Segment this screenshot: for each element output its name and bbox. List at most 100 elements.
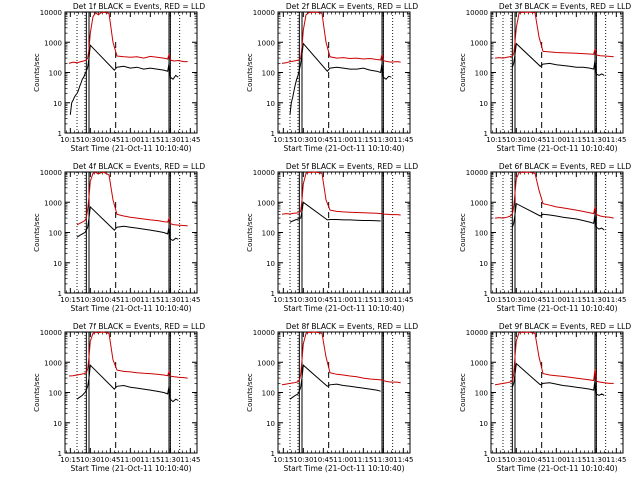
y-tick-label: 1	[58, 130, 62, 138]
y-tick-label: 100	[475, 390, 488, 398]
x-tick-label: 10:45	[526, 296, 546, 304]
x-tick-label: 10:45	[313, 136, 333, 144]
x-tick-label: 11:15	[566, 296, 586, 304]
series-line-events	[289, 201, 381, 223]
x-tick-label: 11:30	[586, 296, 606, 304]
x-tick-label: 11:30	[160, 456, 180, 464]
y-tick-label: 10000	[40, 329, 62, 337]
x-tick-label: 10:15	[486, 296, 506, 304]
y-tick-label: 1	[271, 450, 275, 458]
y-tick-label: 1000	[257, 359, 275, 367]
x-tick-label: 10:45	[100, 296, 120, 304]
x-tick-label: 10:30	[506, 456, 526, 464]
x-axis-label: Start Time (21-Oct-11 10:10:40)	[496, 144, 617, 153]
x-tick-label: 11:00	[333, 456, 353, 464]
x-tick-label: 11:15	[353, 456, 373, 464]
x-axis-label: Start Time (21-Oct-11 10:10:40)	[283, 464, 404, 473]
series-line-events	[289, 42, 392, 115]
x-axis-label: Start Time (21-Oct-11 10:10:40)	[70, 464, 191, 473]
chart-panel-8: 1 10 100 1000 10000 10:15 10:30 10:45 11:00 11:15…	[246, 322, 418, 473]
y-tick-label: 1000	[44, 199, 62, 207]
y-tick-label: 1	[271, 290, 275, 298]
y-tick-label: 100	[262, 70, 275, 78]
x-tick-label: 10:30	[293, 296, 313, 304]
x-tick-label: 10:30	[506, 136, 526, 144]
y-axis-label: Counts/sec	[33, 213, 41, 252]
y-tick-label: 1	[58, 290, 62, 298]
y-tick-label: 1	[484, 130, 488, 138]
y-axis-label: Counts/sec	[33, 53, 41, 92]
x-tick-label: 11:30	[160, 296, 180, 304]
y-tick-label: 10000	[40, 169, 62, 177]
x-tick-label: 11:45	[393, 296, 413, 304]
series-line-lld	[494, 11, 614, 59]
y-tick-label: 100	[475, 230, 488, 238]
x-tick-label: 11:15	[140, 296, 160, 304]
y-tick-label: 10	[479, 100, 488, 108]
x-tick-label: 11:00	[333, 136, 353, 144]
y-tick-label: 1000	[44, 359, 62, 367]
chart-title: Det 6f BLACK = Events, RED = LLD	[499, 162, 632, 171]
y-tick-label: 1000	[257, 199, 275, 207]
x-tick-label: 10:15	[273, 296, 293, 304]
series-line-events	[76, 205, 179, 241]
x-tick-label: 10:15	[486, 136, 506, 144]
x-axis-label: Start Time (21-Oct-11 10:10:40)	[496, 464, 617, 473]
chart-panel-2: 1 10 100 1000 10000 10:15 10:30 10:45 11:00 11:15…	[246, 2, 418, 153]
series-line-lld	[281, 171, 401, 216]
y-tick-label: 10	[479, 260, 488, 268]
x-tick-label: 11:00	[120, 136, 140, 144]
chart-panel-5: 1 10 100 1000 10000 10:15 10:30 10:45 11:00 11:15…	[246, 162, 418, 313]
series-line-lld	[76, 171, 188, 227]
x-tick-label: 11:15	[566, 136, 586, 144]
chart-panel-7: 1 10 100 1000 10000 10:15 10:30 10:45 11:00 11:15…	[33, 322, 205, 473]
chart-panel-3: 1 10 100 1000 10000 10:15 10:30 10:45 11:00 11:15…	[459, 2, 631, 153]
x-tick-label: 10:45	[526, 136, 546, 144]
series-line-lld	[68, 331, 188, 379]
y-tick-label: 10000	[466, 9, 488, 17]
chart-title: Det 1f BLACK = Events, RED = LLD	[73, 2, 206, 11]
x-tick-label: 11:45	[180, 136, 200, 144]
x-tick-label: 11:15	[353, 296, 373, 304]
chart-panel-6: 1 10 100 1000 10000 10:15 10:30 10:45 11:00 11:15…	[459, 162, 631, 313]
x-tick-label: 11:30	[586, 456, 606, 464]
x-tick-label: 10:15	[60, 296, 80, 304]
chart-title: Det 5f BLACK = Events, RED = LLD	[286, 162, 419, 171]
y-tick-label: 10000	[40, 9, 62, 17]
x-tick-label: 10:45	[313, 296, 333, 304]
x-tick-label: 11:45	[393, 136, 413, 144]
y-axis-label: Counts/sec	[33, 373, 41, 412]
x-tick-label: 10:30	[80, 456, 100, 464]
y-tick-label: 10000	[466, 329, 488, 337]
y-tick-label: 1	[58, 450, 62, 458]
x-tick-label: 11:15	[140, 136, 160, 144]
chart-panel-1: 1 10 100 1000 10000 10:15 10:30 10:45 11:00 11:15…	[33, 2, 205, 153]
x-tick-label: 11:30	[586, 136, 606, 144]
y-tick-label: 1	[484, 450, 488, 458]
x-axis-label: Start Time (21-Oct-11 10:10:40)	[496, 304, 617, 313]
y-tick-label: 100	[262, 230, 275, 238]
chart-title: Det 4f BLACK = Events, RED = LLD	[73, 162, 206, 171]
x-tick-label: 11:30	[373, 456, 393, 464]
x-tick-label: 10:15	[273, 456, 293, 464]
x-tick-label: 10:30	[293, 136, 313, 144]
x-tick-label: 11:45	[180, 456, 200, 464]
x-axis-label: Start Time (21-Oct-11 10:10:40)	[283, 144, 404, 153]
x-tick-label: 11:00	[546, 136, 566, 144]
x-tick-label: 11:15	[140, 456, 160, 464]
y-tick-label: 100	[49, 230, 62, 238]
x-tick-label: 11:00	[120, 456, 140, 464]
chart-panel-9: 1 10 100 1000 10000 10:15 10:30 10:45 11:00 11:15…	[459, 322, 631, 473]
series-line-events	[289, 364, 381, 400]
x-tick-label: 10:30	[80, 136, 100, 144]
y-tick-label: 10000	[253, 169, 275, 177]
x-tick-label: 10:45	[100, 136, 120, 144]
series-line-lld	[494, 171, 614, 219]
y-tick-label: 10	[266, 100, 275, 108]
series-line-events	[511, 362, 605, 396]
series-line-events	[511, 42, 605, 76]
x-tick-label: 11:30	[373, 296, 393, 304]
y-tick-label: 100	[49, 70, 62, 78]
x-tick-label: 10:45	[313, 456, 333, 464]
